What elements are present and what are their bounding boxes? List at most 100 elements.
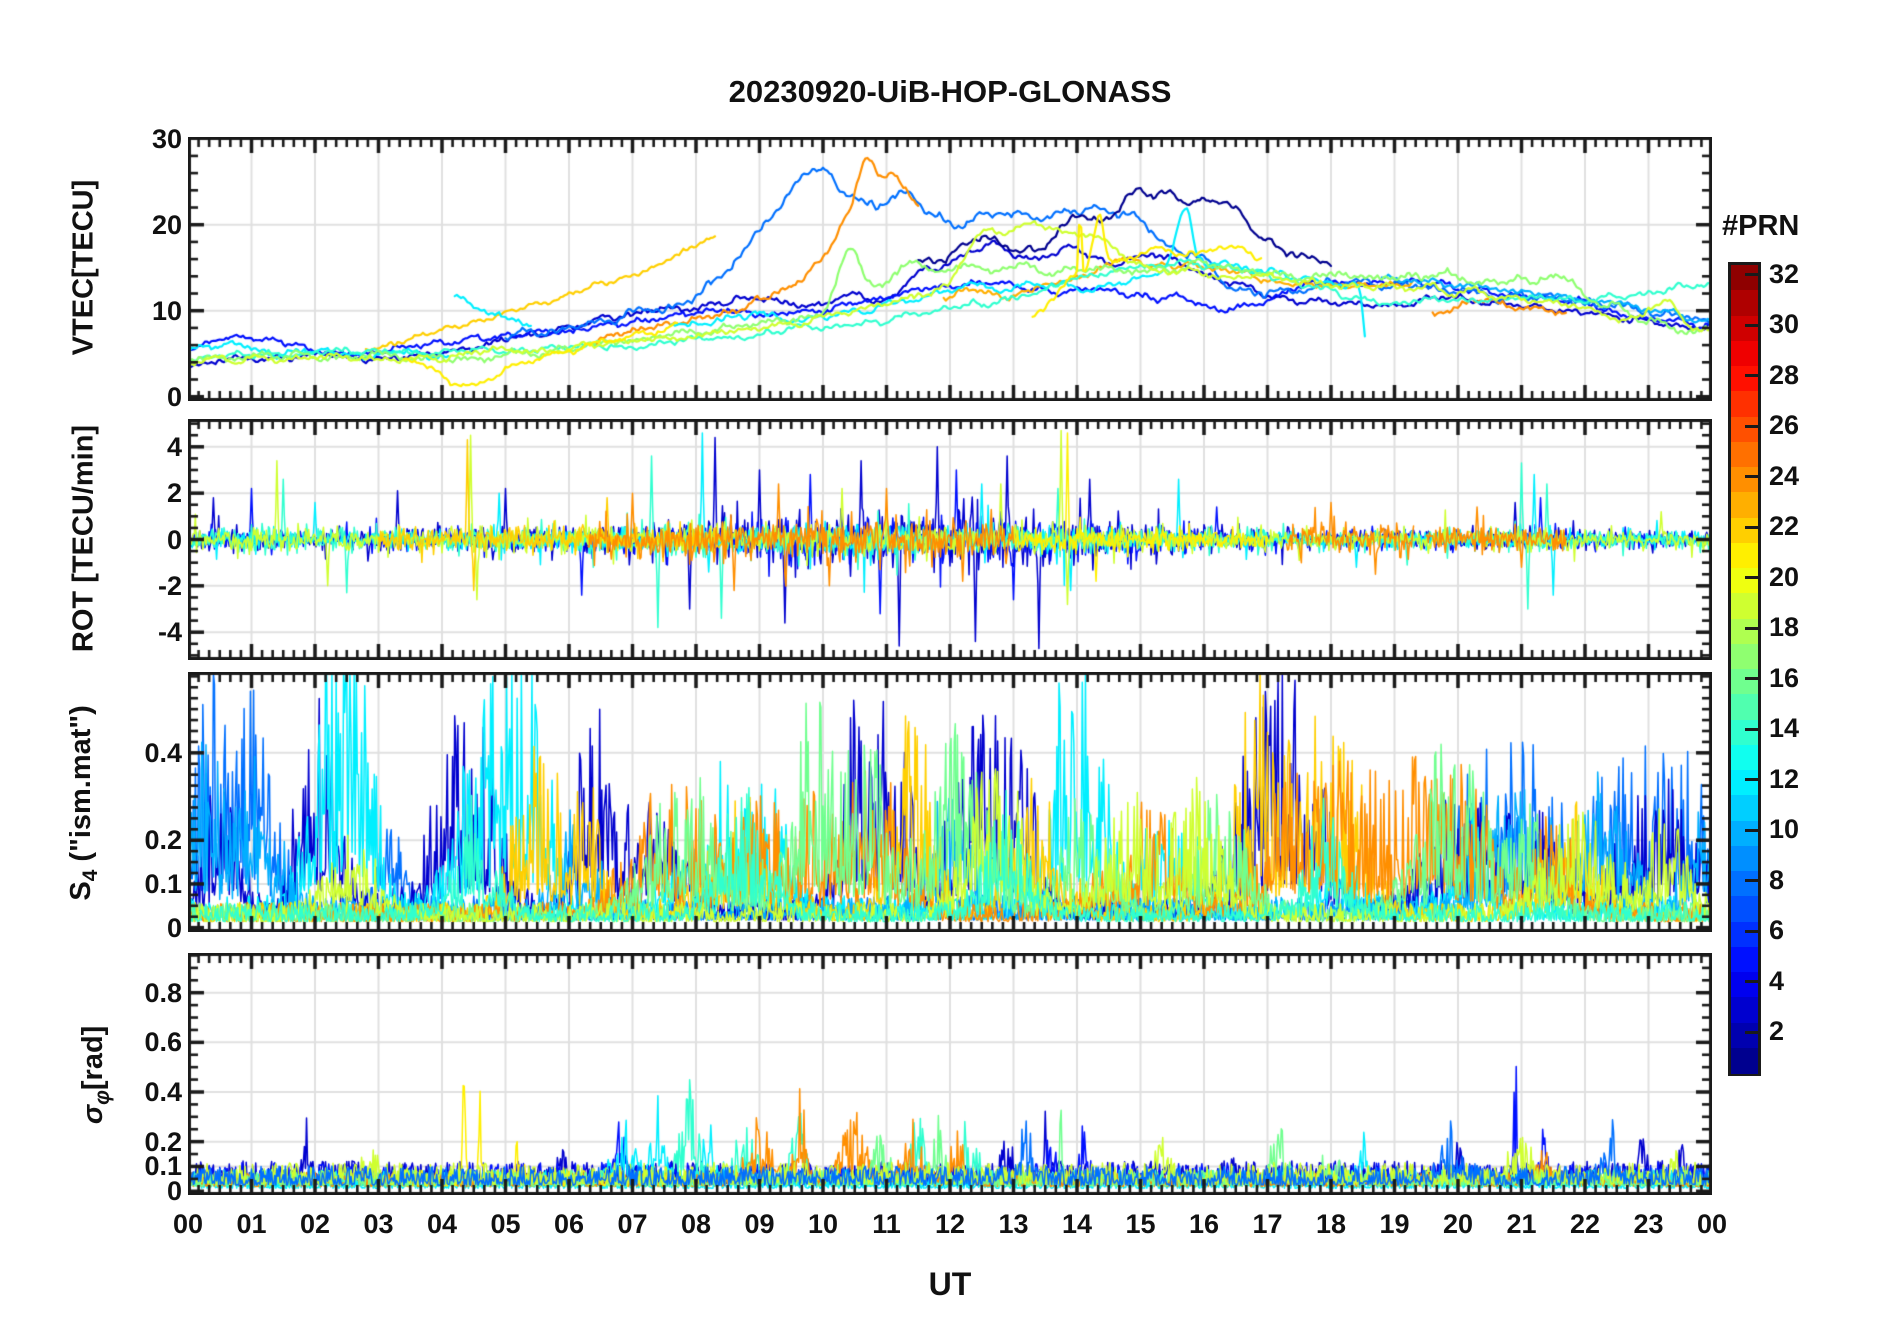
y-axis-title-sigma_phi: σφ[rad] xyxy=(77,865,115,1285)
vtec-plot-canvas xyxy=(188,137,1712,401)
colorbar-tick-label: 10 xyxy=(1769,814,1800,845)
colorbar-block-prn-19 xyxy=(1731,593,1758,619)
y-tick-label: 0 xyxy=(166,381,182,412)
sigma-phi-plot-canvas xyxy=(188,953,1712,1195)
colorbar-block-prn-24 xyxy=(1731,467,1758,493)
x-tick-label: 20 xyxy=(1442,1209,1474,1239)
y-axis-title-segment: [rad] xyxy=(77,1025,110,1091)
colorbar-block-prn-5 xyxy=(1731,946,1758,973)
panel-sigma-phi xyxy=(188,953,1712,1195)
colorbar-block-prn-30 xyxy=(1731,315,1758,342)
colorbar-block-prn-1 xyxy=(1731,1047,1758,1074)
y-tick-label: 0.4 xyxy=(144,1076,182,1107)
panel-rot xyxy=(188,419,1712,660)
y-axis-title-segment: φ xyxy=(90,1090,114,1105)
x-tick-label: 14 xyxy=(1061,1209,1093,1239)
colorbar-tick xyxy=(1745,424,1758,428)
colorbar-tick-label: 22 xyxy=(1769,511,1800,542)
x-tick-label: 07 xyxy=(617,1209,648,1239)
colorbar-tick xyxy=(1745,929,1758,933)
y-tick-label: 2 xyxy=(166,478,182,509)
colorbar-tick xyxy=(1745,475,1758,479)
x-axis-title: UT xyxy=(928,1266,972,1302)
colorbar-tick-label: 26 xyxy=(1769,410,1800,441)
s4-plot-canvas xyxy=(188,672,1712,932)
colorbar-block-prn-10 xyxy=(1731,820,1758,847)
x-tick-label: 05 xyxy=(490,1209,521,1239)
colorbar-block-prn-9 xyxy=(1731,845,1758,872)
x-tick-label: 17 xyxy=(1252,1209,1283,1239)
x-tick-label: 16 xyxy=(1188,1209,1220,1239)
colorbar xyxy=(1728,262,1761,1076)
colorbar-block-prn-4 xyxy=(1731,972,1758,998)
y-tick-label: 0.4 xyxy=(144,737,182,768)
panel-vtec xyxy=(188,137,1712,401)
y-tick-label: 0 xyxy=(166,524,182,555)
x-tick-label: 22 xyxy=(1569,1209,1601,1239)
x-tick-label: 00 xyxy=(172,1209,204,1239)
y-tick-label: 0.2 xyxy=(144,825,182,856)
y-tick-label: -4 xyxy=(157,617,182,648)
colorbar-tick-label: 16 xyxy=(1769,662,1800,693)
colorbar-block-prn-3 xyxy=(1731,997,1758,1023)
colorbar-tick xyxy=(1745,374,1758,378)
y-tick-label: 0 xyxy=(166,1176,182,1207)
x-tick-label: 03 xyxy=(363,1209,394,1239)
x-tick-label: 08 xyxy=(680,1209,712,1239)
colorbar-block-prn-8 xyxy=(1731,871,1758,897)
y-tick-label: 20 xyxy=(151,209,182,240)
colorbar-tick xyxy=(1745,323,1758,327)
y-tick-label: 0.1 xyxy=(144,868,182,899)
colorbar-tick-label: 8 xyxy=(1769,864,1785,895)
colorbar-tick-label: 4 xyxy=(1769,965,1785,996)
x-tick-label: 06 xyxy=(553,1209,585,1239)
x-tick-label: 00 xyxy=(1696,1209,1728,1239)
x-tick-label: 15 xyxy=(1125,1209,1156,1239)
chart-title: 20230920-UiB-HOP-GLONASS xyxy=(728,74,1172,109)
colorbar-block-prn-29 xyxy=(1731,340,1758,367)
colorbar-block-prn-28 xyxy=(1731,366,1758,392)
colorbar-block-prn-11 xyxy=(1731,795,1758,821)
x-tick-label: 09 xyxy=(744,1209,775,1239)
x-tick-label: 18 xyxy=(1315,1209,1347,1239)
colorbar-block-prn-23 xyxy=(1731,492,1758,518)
colorbar-block-prn-14 xyxy=(1731,719,1758,746)
rot-plot-canvas xyxy=(188,419,1712,660)
y-tick-label: 30 xyxy=(151,123,182,154)
colorbar-tick-label: 6 xyxy=(1769,915,1785,946)
x-tick-label: 19 xyxy=(1379,1209,1410,1239)
x-tick-label: 10 xyxy=(807,1209,839,1239)
colorbar-block-prn-22 xyxy=(1731,517,1758,544)
colorbar-block-prn-6 xyxy=(1731,921,1758,948)
y-tick-label: 0.6 xyxy=(144,1027,182,1058)
colorbar-block-prn-18 xyxy=(1731,618,1758,645)
x-tick-label: 13 xyxy=(998,1209,1029,1239)
colorbar-tick xyxy=(1745,879,1758,883)
colorbar-tick xyxy=(1745,1030,1758,1034)
colorbar-tick xyxy=(1745,273,1758,277)
colorbar-tick xyxy=(1745,677,1758,681)
colorbar-title: #PRN xyxy=(1722,210,1800,242)
colorbar-tick xyxy=(1745,525,1758,529)
y-axis-title-segment: ("ism.mat") xyxy=(65,705,98,870)
colorbar-tick xyxy=(1745,778,1758,782)
colorbar-block-prn-21 xyxy=(1731,542,1758,569)
colorbar-block-prn-27 xyxy=(1731,391,1758,417)
colorbar-tick-label: 32 xyxy=(1769,258,1800,289)
y-tick-label: 10 xyxy=(151,295,182,326)
colorbar-tick-label: 18 xyxy=(1769,612,1800,643)
x-tick-label: 12 xyxy=(934,1209,966,1239)
x-tick-label: 01 xyxy=(236,1209,267,1239)
x-tick-label: 11 xyxy=(872,1209,901,1239)
colorbar-block-prn-20 xyxy=(1731,568,1758,594)
colorbar-block-prn-32 xyxy=(1731,265,1758,291)
x-tick-label: 04 xyxy=(426,1209,458,1239)
colorbar-block-prn-31 xyxy=(1731,290,1758,316)
colorbar-block-prn-16 xyxy=(1731,669,1758,695)
y-tick-label: 4 xyxy=(166,431,182,462)
colorbar-tick xyxy=(1745,576,1758,580)
y-tick-label: 0.2 xyxy=(144,1126,182,1157)
colorbar-tick xyxy=(1745,980,1758,984)
colorbar-block-prn-17 xyxy=(1731,643,1758,670)
colorbar-block-prn-7 xyxy=(1731,896,1758,922)
